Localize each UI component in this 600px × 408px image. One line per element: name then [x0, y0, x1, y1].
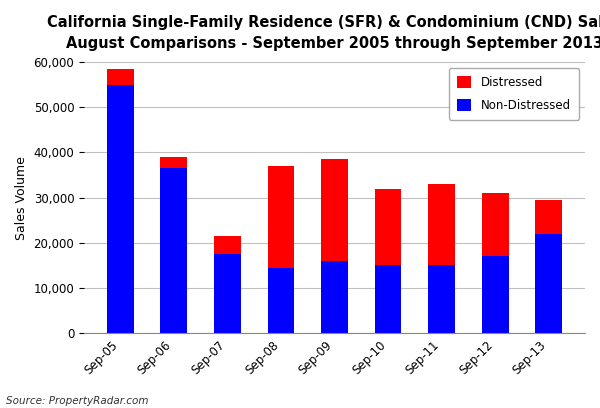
Bar — [107, 84, 134, 333]
Bar — [482, 193, 509, 256]
Bar — [428, 266, 455, 333]
Legend: Distressed, Non-Distressed: Distressed, Non-Distressed — [449, 68, 579, 120]
Bar — [482, 256, 509, 333]
Bar — [160, 157, 187, 168]
Bar — [321, 261, 348, 333]
Bar — [214, 254, 241, 333]
Title: California Single-Family Residence (SFR) & Condominium (CND) Sales
August Compar: California Single-Family Residence (SFR)… — [47, 15, 600, 51]
Bar — [214, 236, 241, 254]
Bar — [374, 266, 401, 333]
Bar — [428, 184, 455, 266]
Bar — [535, 200, 562, 234]
Bar — [160, 168, 187, 333]
Bar — [107, 69, 134, 84]
Y-axis label: Sales Volume: Sales Volume — [15, 155, 28, 239]
Bar — [268, 268, 295, 333]
Bar — [374, 188, 401, 266]
Bar — [535, 234, 562, 333]
Text: Source: PropertyRadar.com: Source: PropertyRadar.com — [6, 396, 149, 406]
Bar — [321, 159, 348, 261]
Bar — [268, 166, 295, 268]
